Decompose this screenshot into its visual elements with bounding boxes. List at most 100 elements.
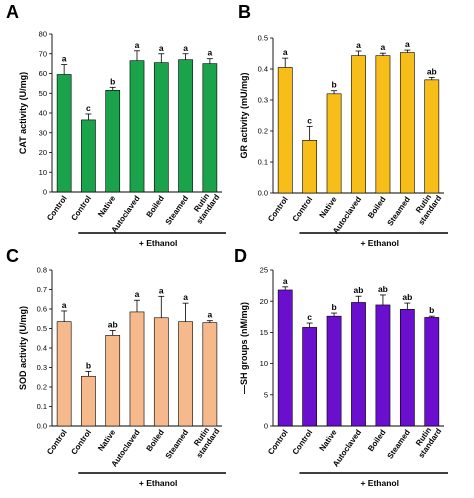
bar: [153, 62, 169, 193]
significance-label: a: [62, 300, 67, 310]
chart-panel-a: A 0 10 20 30 40 50 60 70 80 CAT activity (U/mg) a Co…: [6, 2, 226, 248]
category-label: Rutinstandard: [187, 422, 221, 460]
y-tick-label: 0.1: [37, 402, 47, 411]
bar: [351, 55, 366, 194]
significance-label: b: [429, 305, 434, 315]
significance-label: c: [307, 115, 312, 125]
category-label: Steamed: [385, 195, 412, 228]
bar: [326, 93, 342, 194]
significance-label: ab: [108, 319, 118, 329]
y-tick-label: 0: [43, 188, 47, 197]
significance-label: a: [183, 292, 188, 302]
y-tick-label: 0.2: [37, 383, 47, 392]
category-label: Control: [69, 428, 93, 456]
bar: [399, 52, 415, 194]
bar: [105, 335, 121, 427]
bar: [302, 327, 318, 427]
group-label: + Ethanol: [360, 478, 399, 488]
y-tick-label: 0.5: [37, 324, 47, 333]
chart-panel-c: C 0.0 0.1 0.2 0.3 0.4 0.5 0.6 0.7 0.8 SOD activity…: [6, 246, 226, 488]
y-tick-label: 0.6: [37, 305, 47, 314]
y-tick-label: 25: [260, 266, 268, 275]
significance-label: ab: [378, 284, 388, 294]
category-label: Steamed: [164, 428, 191, 461]
category-label: Boiled: [366, 428, 387, 453]
chart-panel-d: D 0 5 10 15 20 25 —SH groups (nM/mg) a Control c Co…: [234, 246, 448, 488]
y-tick-label: 50: [39, 89, 47, 98]
y-axis-title: —SH groups (nM/mg): [239, 302, 249, 394]
bar: [351, 302, 366, 427]
y-tick-label: 20: [260, 297, 268, 306]
y-tick-label: 10: [260, 359, 268, 368]
significance-label: c: [86, 103, 91, 113]
y-tick-label: 5: [264, 390, 268, 399]
category-label: Native: [318, 195, 339, 220]
significance-label: a: [135, 40, 140, 50]
bar: [277, 289, 293, 427]
y-tick-label: 60: [39, 69, 47, 78]
category-label: Control: [291, 195, 315, 223]
y-tick-label: 0.4: [258, 65, 268, 74]
y-tick-label: 10: [39, 168, 47, 177]
category-label: Steamed: [385, 428, 412, 461]
y-tick-label: 0.3: [37, 363, 47, 372]
bar: [105, 89, 121, 193]
significance-label: c: [307, 312, 312, 322]
chart-panel-b: B 0.0 0.1 0.2 0.3 0.4 0.5 GR activity (mU/mg) a C…: [238, 2, 448, 248]
y-tick-label: 80: [39, 30, 47, 39]
bar: [202, 322, 218, 427]
significance-label: a: [207, 48, 212, 58]
significance-label: a: [135, 289, 140, 299]
significance-label: a: [405, 39, 410, 49]
category-label: Boiled: [145, 428, 166, 453]
y-tick-label: 0.3: [258, 96, 268, 105]
bar: [129, 311, 145, 427]
category-label: Native: [318, 428, 339, 453]
significance-label: b: [110, 76, 115, 86]
significance-label: a: [381, 42, 386, 52]
y-axis-title: SOD activity (U/mg): [18, 306, 28, 390]
category-label: Control: [291, 428, 315, 456]
significance-label: a: [183, 43, 188, 53]
category-label: Rutinstandard: [187, 188, 221, 226]
y-tick-label: 0.4: [37, 344, 47, 353]
panel-label: D: [234, 246, 247, 266]
significance-label: a: [62, 54, 67, 64]
significance-label: a: [159, 285, 164, 295]
y-axis-title: GR activity (mU/mg): [239, 72, 249, 158]
group-label: + Ethanol: [139, 478, 178, 488]
category-label: Rutinstandard: [409, 189, 443, 227]
y-tick-label: 0.1: [258, 158, 268, 167]
y-tick-label: 40: [39, 109, 47, 118]
significance-label: ab: [402, 292, 412, 302]
category-label: Native: [96, 194, 117, 219]
bar: [375, 304, 391, 427]
bar: [56, 74, 72, 193]
category-label: Boiled: [366, 195, 387, 220]
panel-label: B: [238, 2, 251, 22]
bar: [375, 55, 391, 194]
panel-label: C: [6, 246, 19, 266]
panel-label: A: [6, 2, 19, 22]
bar: [153, 317, 169, 427]
bar: [56, 321, 72, 427]
significance-label: b: [331, 80, 336, 90]
significance-label: ab: [427, 66, 437, 76]
y-axis-title: CAT activity (U/mg): [18, 72, 28, 154]
category-label: Control: [266, 195, 290, 223]
y-tick-label: 0.8: [37, 266, 47, 275]
y-tick-label: 70: [39, 49, 47, 58]
bar: [202, 63, 218, 193]
y-tick-label: 0.2: [258, 127, 268, 136]
significance-label: a: [207, 310, 212, 320]
bar: [81, 119, 96, 193]
y-tick-label: 0.7: [37, 285, 47, 294]
category-label: Rutinstandard: [409, 422, 443, 460]
category-label: Boiled: [145, 194, 166, 219]
bar: [178, 321, 193, 427]
significance-label: ab: [354, 285, 364, 295]
bar: [326, 315, 342, 427]
group-label: + Ethanol: [360, 238, 399, 248]
group-label: + Ethanol: [139, 238, 178, 248]
category-label: Control: [69, 194, 93, 222]
